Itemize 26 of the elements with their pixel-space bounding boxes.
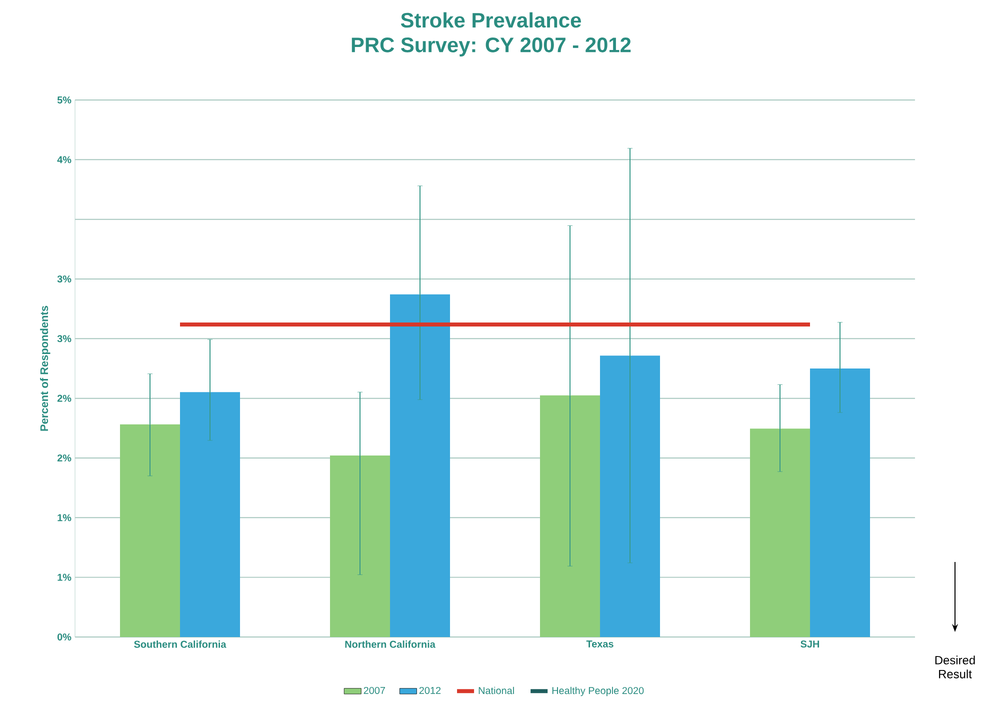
bar	[810, 368, 870, 637]
y-tick-label: 1%	[58, 574, 72, 581]
y-tick-label: 3%	[57, 335, 72, 342]
x-tick-label: Northern California	[345, 640, 436, 648]
legend-label: 2012	[419, 686, 441, 694]
bar	[390, 294, 450, 637]
bar	[180, 392, 240, 637]
bar	[120, 424, 180, 637]
text: Desired Result	[935, 656, 975, 678]
legend-label: 2007	[364, 686, 385, 694]
chart-title: Stroke Prevalance	[400, 12, 581, 28]
y-tick-label: 3%	[57, 275, 72, 283]
y-tick-label: 0%	[57, 633, 72, 641]
chart-subtitle: PRC Survey: CY 2007 - 2012	[352, 38, 631, 56]
y-tick-label: 4%	[57, 156, 72, 164]
y-axis-title: Percent of Respondents	[40, 306, 50, 431]
x-tick-label: Southern California	[134, 640, 226, 648]
y-tick-label: 1%	[58, 514, 72, 522]
bar	[750, 428, 810, 637]
legend-label: Healthy People 2020	[552, 686, 644, 696]
legend-label: National	[478, 686, 514, 694]
y-tick-label: 5%	[57, 96, 72, 104]
x-tick-label: SJH	[800, 640, 820, 648]
x-tick-label: Texas	[586, 640, 614, 648]
y-tick-label: 2%	[57, 394, 72, 402]
y-tick-label: 2%	[57, 454, 72, 462]
